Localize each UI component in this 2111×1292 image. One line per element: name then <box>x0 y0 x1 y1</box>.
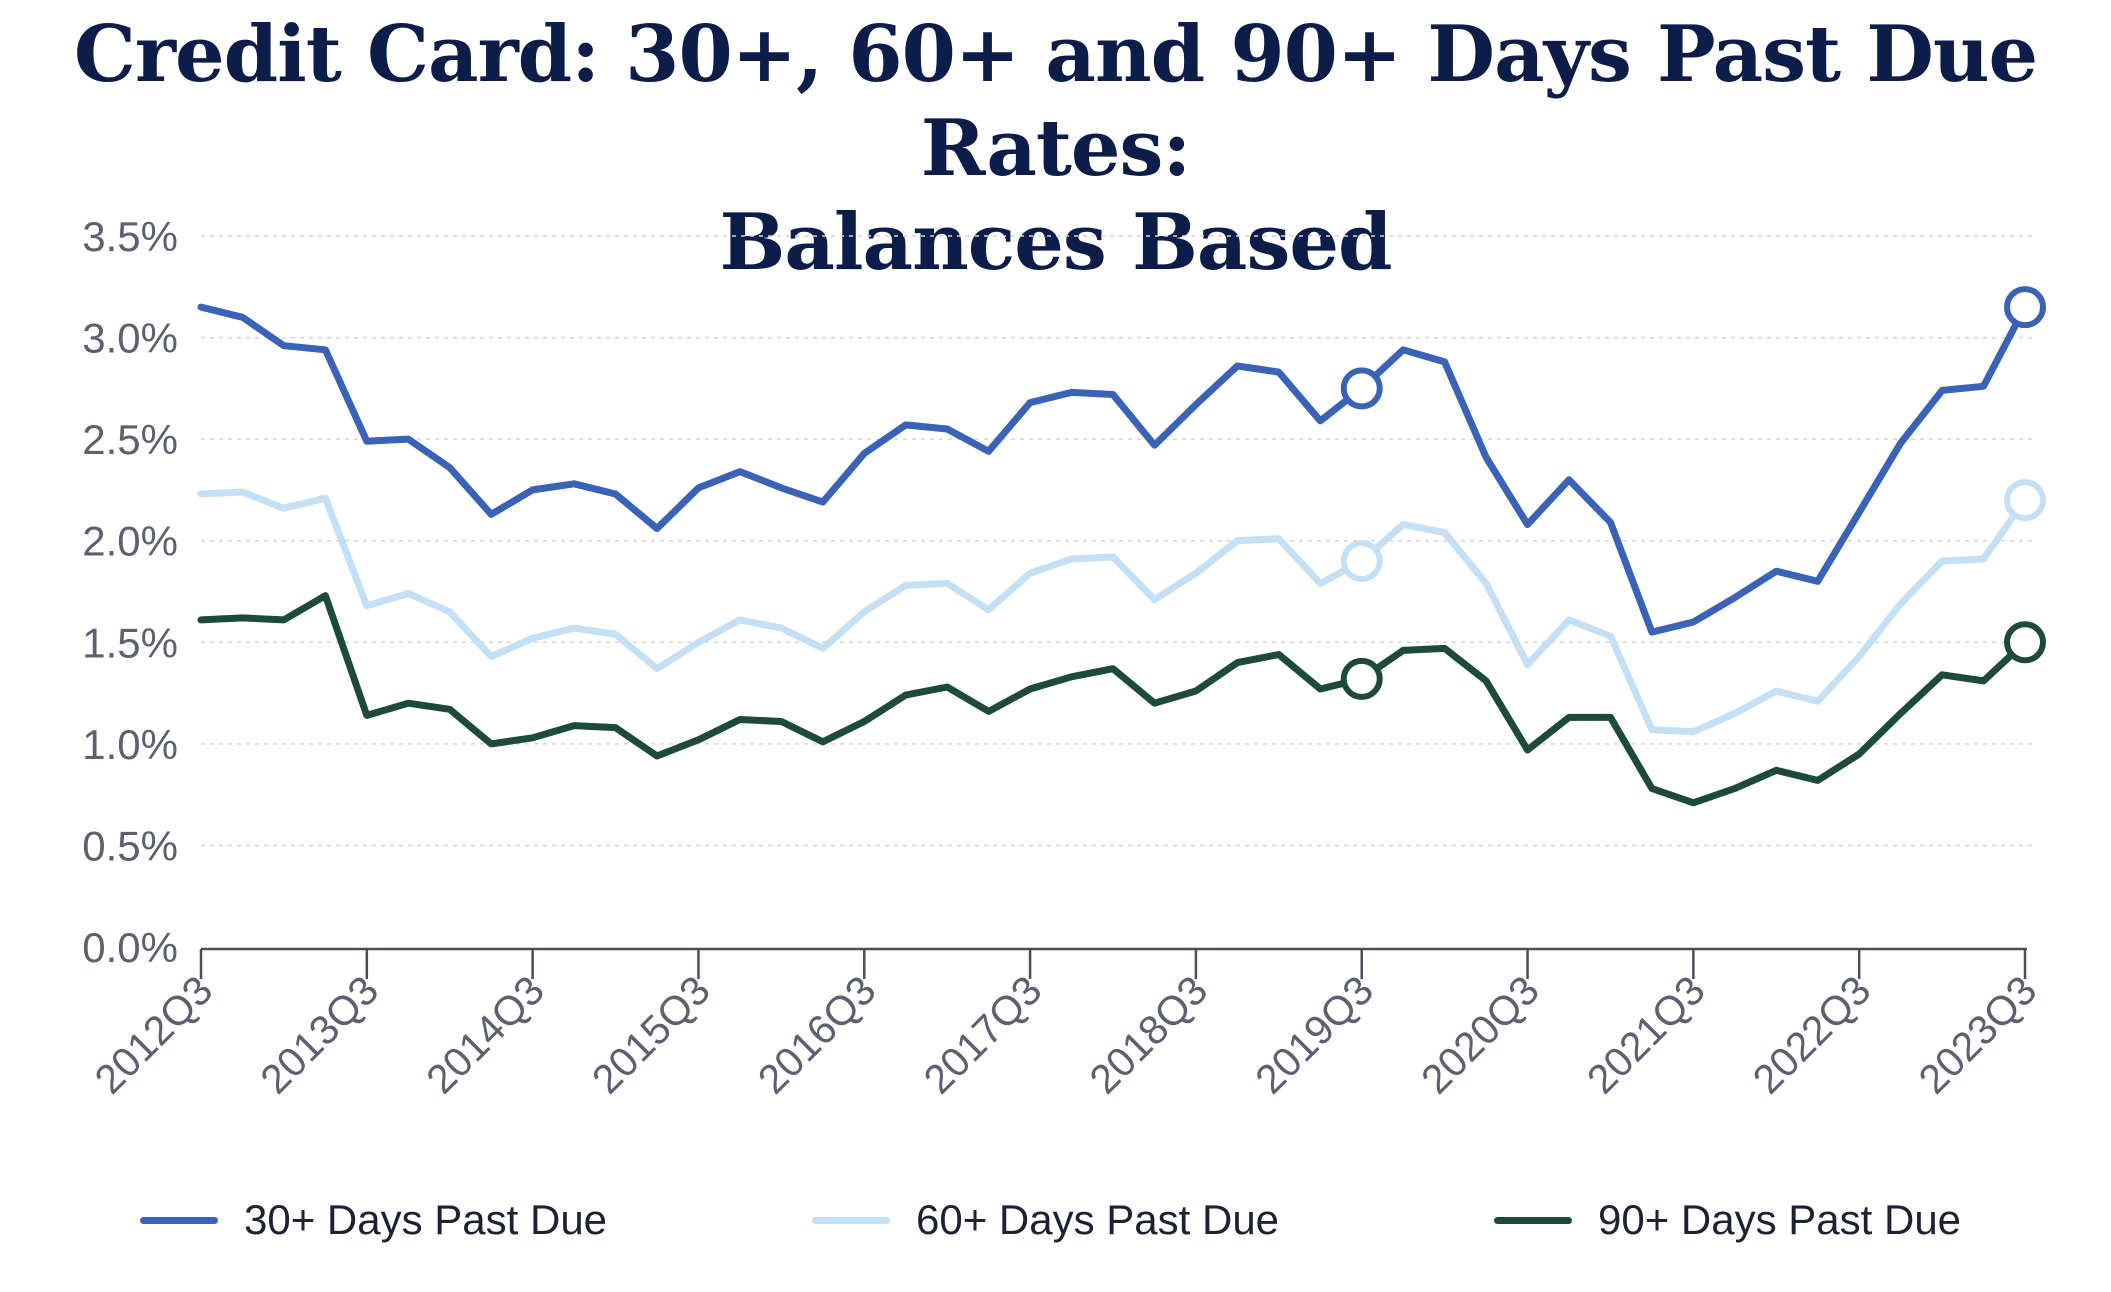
highlight-marker <box>1340 367 1383 410</box>
y-tick-label: 0.5% <box>82 822 178 869</box>
chart-title-line1: Credit Card: 30+, 60+ and 90+ Days Past … <box>73 9 2038 194</box>
x-tick-label: 2022Q3 <box>1744 967 1880 1103</box>
x-tick-label: 2018Q3 <box>1081 967 1217 1103</box>
y-tick-label: 2.5% <box>82 416 178 463</box>
highlight-marker <box>2004 479 2046 522</box>
legend-item-90-days: 90+ Days Past Due <box>1494 1190 1961 1250</box>
gridlines <box>201 235 2033 847</box>
chart-title-line2: Balances Based <box>719 197 1392 288</box>
x-tick-label: 2017Q3 <box>915 967 1051 1103</box>
legend-swatch-60-days <box>812 1216 890 1224</box>
y-tick-label: 3.5% <box>82 213 178 260</box>
series-line-0 <box>197 303 2029 636</box>
highlight-markers <box>1340 286 2046 700</box>
legend-label-90-days: 90+ Days Past Due <box>1598 1196 1962 1243</box>
legend-swatch-90-days <box>1494 1216 1572 1224</box>
y-tick-label: 1.5% <box>82 619 178 666</box>
series-lines <box>197 303 2029 807</box>
x-tick-label: 2023Q3 <box>1910 967 2046 1103</box>
series-line-1 <box>197 488 2029 736</box>
x-tick-label: 2014Q3 <box>417 967 553 1103</box>
x-tick-label: 2019Q3 <box>1246 967 1382 1103</box>
x-tick-label: 2016Q3 <box>749 967 885 1103</box>
x-tick-label: 2012Q3 <box>86 967 222 1103</box>
highlight-marker <box>2004 286 2046 329</box>
y-tick-label: 3.0% <box>82 315 178 362</box>
legend-item-60-days: 60+ Days Past Due <box>812 1190 1279 1250</box>
legend-label-30-days: 30+ Days Past Due <box>244 1196 608 1243</box>
y-tick-label: 2.0% <box>82 518 178 565</box>
x-tick-label: 2015Q3 <box>583 967 719 1103</box>
legend-item-30-days: 30+ Days Past Due <box>140 1190 607 1250</box>
highlight-marker <box>1340 540 1383 583</box>
series-line-2 <box>197 592 2029 807</box>
x-tick-label: 2013Q3 <box>251 967 387 1103</box>
chart-title: Credit Card: 30+, 60+ and 90+ Days Past … <box>0 8 2111 290</box>
y-tick-label: 0.0% <box>82 924 178 971</box>
x-tick-label: 2020Q3 <box>1412 967 1548 1103</box>
highlight-marker <box>2004 621 2046 664</box>
chart-legend: 30+ Days Past Due 60+ Days Past Due 90+ … <box>0 1190 2111 1250</box>
legend-swatch-30-days <box>140 1216 218 1224</box>
highlight-marker <box>1340 657 1383 700</box>
x-tick-label: 2021Q3 <box>1578 967 1714 1103</box>
legend-label-60-days: 60+ Days Past Due <box>916 1196 1280 1243</box>
axes: 0.0%0.5%1.0%1.5%2.0%2.5%3.0%3.5%2012Q3 20… <box>82 213 2045 1103</box>
y-tick-label: 1.0% <box>82 721 178 768</box>
